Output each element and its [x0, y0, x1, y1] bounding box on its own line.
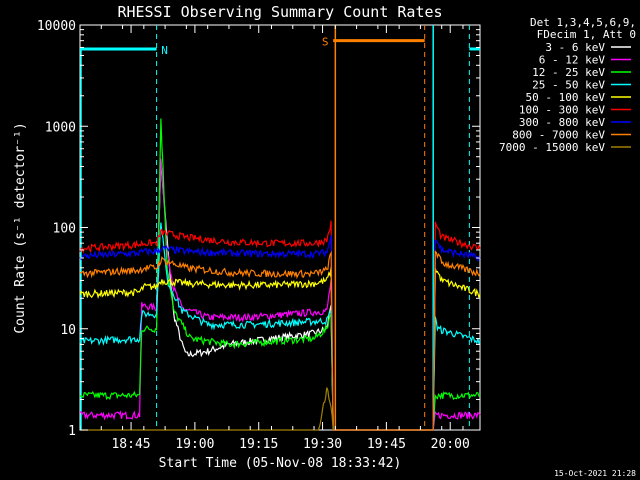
x-tick-label-5: 20:00	[431, 437, 470, 452]
legend-entry-4: 50 - 100 keV	[526, 91, 606, 104]
flag-label-0: N	[161, 44, 168, 57]
legend-header-0: Det 1,3,4,5,6,9,	[530, 16, 636, 29]
y-tick-label-3: 1000	[45, 120, 76, 135]
legend-entry-1: 6 - 12 keV	[539, 54, 606, 67]
legend-entry-3: 25 - 50 keV	[532, 79, 605, 92]
y-axis-label: Count Rate (s⁻¹ detector⁻¹)	[13, 122, 28, 333]
y-tick-label-4: 10000	[37, 19, 76, 34]
series-line-0	[156, 159, 334, 431]
chart-title: RHESSI Observing Summary Count Rates	[117, 3, 442, 21]
legend-entry-0: 3 - 6 keV	[545, 41, 605, 54]
series-line-7	[79, 250, 481, 431]
x-tick-label-0: 18:45	[111, 437, 150, 452]
x-axis-label: Start Time (05-Nov-08 18:33:42)	[159, 456, 402, 471]
legend-entry-6: 300 - 800 keV	[519, 116, 605, 129]
series-layer	[79, 118, 481, 431]
x-tick-label-2: 19:15	[239, 437, 278, 452]
x-ticks: 18:45 19:00 19:15 19:30 19:45 20:00	[79, 25, 470, 452]
y-tick-label-1: 10	[60, 323, 76, 338]
flag-label-1: S	[322, 36, 329, 49]
series-line-2	[79, 118, 481, 431]
x-tick-label-4: 19:45	[367, 437, 406, 452]
legend-entry-7: 800 - 7000 keV	[512, 129, 605, 142]
legend-header-1: FDecim 1, Att 0	[537, 28, 636, 41]
x-tick-label-1: 19:00	[175, 437, 214, 452]
legend-entry-8: 7000 - 15000 keV	[499, 141, 605, 154]
flag-layer: NS	[80, 25, 480, 430]
legend-entry-2: 12 - 25 keV	[532, 66, 605, 79]
y-tick-label-2: 100	[53, 222, 76, 237]
y-tick-label-0: 1	[68, 424, 76, 439]
timestamp: 15-Oct-2021 21:28	[554, 469, 636, 478]
series-line-8	[80, 387, 334, 431]
x-tick-label-3: 19:30	[303, 437, 342, 452]
legend: Det 1,3,4,5,6,9,FDecim 1, Att 03 - 6 keV…	[499, 16, 636, 154]
legend-entry-5: 100 - 300 keV	[519, 104, 605, 117]
y-ticks: 1 10 100 1000 10000	[37, 19, 480, 439]
